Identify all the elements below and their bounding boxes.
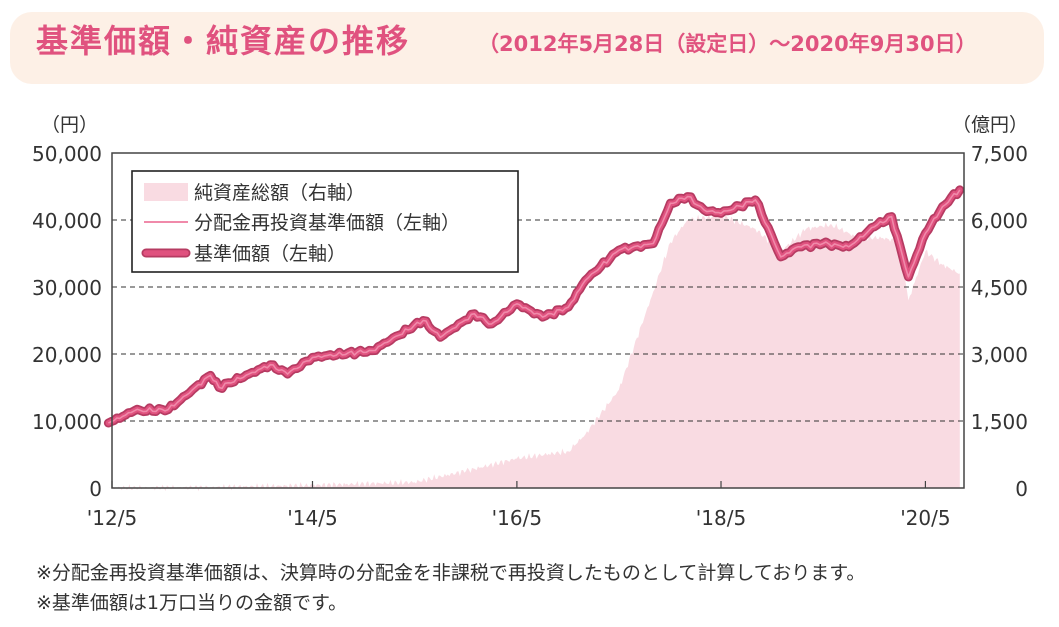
footnote-unit: ※基準価額は1万口当りの金額です。 (36, 592, 348, 614)
x-tick-label: '12/5 (87, 506, 137, 530)
y-left-tick-label: 0 (89, 477, 102, 501)
y-right-tick-label: 6,000 (971, 209, 1028, 233)
plot-frame (111, 152, 965, 489)
y-left-tick-label: 40,000 (32, 209, 102, 233)
y-left-tick-label: 10,000 (32, 410, 102, 434)
x-tick-label: '14/5 (287, 506, 337, 530)
legend-label-assets: 純資産総額（右軸） (194, 182, 365, 204)
y-right-tick-label: 7,500 (971, 142, 1028, 166)
x-tick-label: '20/5 (900, 506, 950, 530)
y-right-tick-label: 4,500 (971, 276, 1028, 300)
y-right-tick-label: 3,000 (971, 343, 1028, 367)
y-left-tick-label: 50,000 (32, 142, 102, 166)
y-left-unit: （円） (41, 114, 98, 136)
x-tick-label: '18/5 (696, 506, 746, 530)
y-left-tick-label: 20,000 (32, 343, 102, 367)
chart-title: 基準価額・純資産の推移 (36, 22, 411, 60)
legend-label-nav: 基準価額（左軸） (194, 243, 346, 265)
y-right-tick-label: 0 (1015, 477, 1028, 501)
y-right-unit: （億円） (952, 114, 1028, 136)
title-banner (10, 12, 1044, 84)
y-left-tick-label: 30,000 (32, 276, 102, 300)
footnote-reinvest: ※分配金再投資基準価額は、決算時の分配金を非課税で再投資したものとして計算してお… (36, 562, 866, 584)
legend-label-reinvest: 分配金再投資基準価額（左軸） (194, 212, 460, 234)
legend-swatch-assets (144, 183, 188, 201)
net-assets-area (108, 214, 960, 492)
x-tick-label: '16/5 (492, 506, 542, 530)
reinvest-nav-line (108, 189, 961, 424)
chart-period: （2012年5月28日（設定日）〜2020年9月30日） (478, 32, 977, 56)
y-right-tick-label: 1,500 (971, 410, 1028, 434)
legend-box (131, 170, 519, 273)
